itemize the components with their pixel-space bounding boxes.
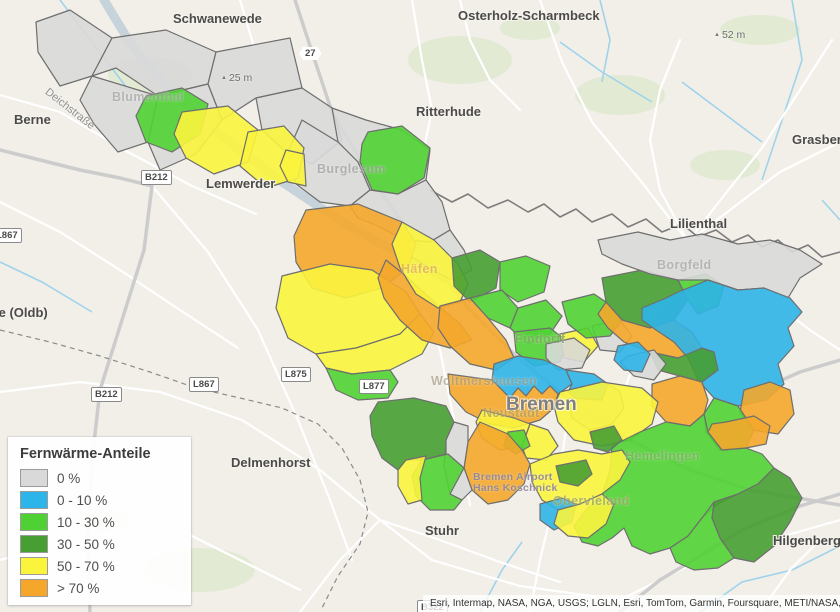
legend-row-1: 0 - 10 % bbox=[20, 489, 191, 511]
waterway-line bbox=[681, 81, 763, 143]
district-label: Obervieland bbox=[553, 494, 630, 508]
place-label: Berne bbox=[14, 112, 51, 127]
minor-road bbox=[0, 93, 258, 216]
district-polygon-orange[interactable] bbox=[707, 415, 771, 451]
legend-swatch-gray bbox=[20, 469, 48, 487]
district-label: Findorff bbox=[515, 332, 566, 346]
district-polygon-yellow[interactable] bbox=[279, 149, 307, 187]
minor-road bbox=[150, 184, 354, 562]
place-label: Schwanewede bbox=[173, 11, 262, 26]
legend-row-3: 30 - 50 % bbox=[20, 533, 191, 555]
minor-road bbox=[538, 0, 690, 244]
place-label: Osterholz-Scharmbeck bbox=[458, 8, 600, 23]
map-attribution: Esri, Intermap, NASA, NGA, USGS; LGLN, E… bbox=[423, 595, 840, 612]
district-polygon-yellow[interactable] bbox=[173, 105, 259, 175]
place-label: le (Oldb) bbox=[0, 305, 48, 320]
state-boundary-dashed bbox=[0, 329, 197, 389]
district-polygon-green[interactable] bbox=[669, 501, 735, 571]
place-label: Hilgenberg bbox=[773, 533, 840, 548]
waterway-line bbox=[599, 0, 611, 83]
legend-label-blue: 0 - 10 % bbox=[57, 492, 108, 508]
minor-road bbox=[298, 518, 382, 612]
district-polygon-gray[interactable] bbox=[597, 231, 823, 299]
district-label: Neustadt bbox=[483, 406, 540, 420]
legend-row-5: > 70 % bbox=[20, 577, 191, 599]
waterway-line bbox=[821, 199, 840, 221]
forest-patch bbox=[720, 15, 800, 45]
waterway-line bbox=[559, 41, 653, 103]
legend-row-4: 50 - 70 % bbox=[20, 555, 191, 577]
district-polygon-yellow[interactable] bbox=[397, 455, 427, 505]
elevation-marker: ▲ 25 m bbox=[221, 72, 253, 84]
forest-patch bbox=[408, 36, 512, 84]
legend-swatch-darkgreen bbox=[20, 535, 48, 553]
major-road bbox=[0, 148, 154, 188]
place-label: Delmenhorst bbox=[231, 455, 311, 470]
city-label-bremen: Bremen bbox=[506, 394, 577, 415]
district-label: Woltmershausen bbox=[431, 374, 538, 388]
airport-label: Bremen Airport Hans Koschnick bbox=[473, 471, 558, 494]
district-label: Blumenthal bbox=[112, 90, 185, 104]
legend-label-darkgreen: 30 - 50 % bbox=[57, 536, 115, 552]
minor-road bbox=[458, 0, 522, 112]
minor-road bbox=[686, 38, 834, 244]
waterway-line bbox=[761, 0, 803, 181]
district-polygon-darkgreen[interactable] bbox=[589, 425, 623, 453]
district-label: Häfen bbox=[401, 262, 438, 276]
forest-patch bbox=[575, 75, 665, 115]
elevation-triangle-icon: ▲ bbox=[714, 32, 720, 38]
road-shield-l867: L867 bbox=[189, 377, 219, 392]
district-polygon-blue[interactable] bbox=[641, 279, 803, 407]
legend-label-green: 10 - 30 % bbox=[57, 514, 115, 530]
state-boundary-dashed bbox=[195, 387, 369, 609]
minor-road bbox=[686, 140, 840, 244]
district-polygon-darkgreen[interactable] bbox=[649, 347, 719, 383]
minor-road bbox=[410, 0, 434, 160]
district-polygon-darkgreen[interactable] bbox=[555, 459, 593, 487]
elevation-marker: ▲ 52 m bbox=[714, 29, 746, 41]
legend-swatch-yellow bbox=[20, 557, 48, 575]
road-shield-l875: L875 bbox=[281, 367, 311, 382]
legend-row-0: 0 % bbox=[20, 467, 191, 489]
minor-road bbox=[648, 38, 690, 244]
minor-road bbox=[0, 200, 240, 350]
legend-row-2: 10 - 30 % bbox=[20, 511, 191, 533]
district-polygon-darkgreen[interactable] bbox=[451, 249, 501, 303]
place-label: Lilienthal bbox=[670, 216, 728, 231]
legend-swatch-orange bbox=[20, 579, 48, 597]
place-label: Ritterhude bbox=[416, 104, 481, 119]
legend-label-gray: 0 % bbox=[57, 470, 81, 486]
place-label: Stuhr bbox=[425, 523, 459, 538]
road-shield-l867: L867 bbox=[0, 228, 22, 243]
legend-label-orange: > 70 % bbox=[57, 580, 100, 596]
road-shield-27: 27 bbox=[299, 47, 322, 60]
district-label: Hemelingen bbox=[625, 449, 700, 463]
place-label: Lemwerder bbox=[206, 176, 276, 191]
legend-panel: Fernwärme-Anteile 0 % 0 - 10 % 10 - 30 % 30… bbox=[8, 437, 191, 605]
road-shield-l877: L877 bbox=[359, 379, 389, 394]
legend-swatch-blue bbox=[20, 491, 48, 509]
place-label: Grasberg bbox=[792, 132, 840, 147]
district-polygon-yellow[interactable] bbox=[553, 493, 615, 539]
legend-title: Fernwärme-Anteile bbox=[20, 446, 151, 462]
legend-label-yellow: 50 - 70 % bbox=[57, 558, 115, 574]
district-polygon-blue[interactable] bbox=[613, 341, 651, 373]
district-label: Burglesum bbox=[317, 162, 386, 176]
waterway-line bbox=[0, 261, 93, 313]
legend-swatch-green bbox=[20, 513, 48, 531]
road-shield-b212: B212 bbox=[91, 387, 122, 402]
district-polygon-green[interactable] bbox=[359, 125, 431, 195]
city-boundary-line bbox=[429, 189, 840, 258]
district-label: Borgfeld bbox=[657, 258, 712, 272]
legend-rows: 0 % 0 - 10 % 10 - 30 % 30 - 50 % 50 - 70 % > … bbox=[8, 467, 191, 599]
district-polygon-gray[interactable] bbox=[545, 337, 591, 371]
elevation-triangle-icon: ▲ bbox=[221, 75, 227, 81]
minor-road bbox=[378, 518, 562, 584]
forest-patch bbox=[500, 16, 560, 40]
road-shield-b212: B212 bbox=[141, 170, 172, 185]
